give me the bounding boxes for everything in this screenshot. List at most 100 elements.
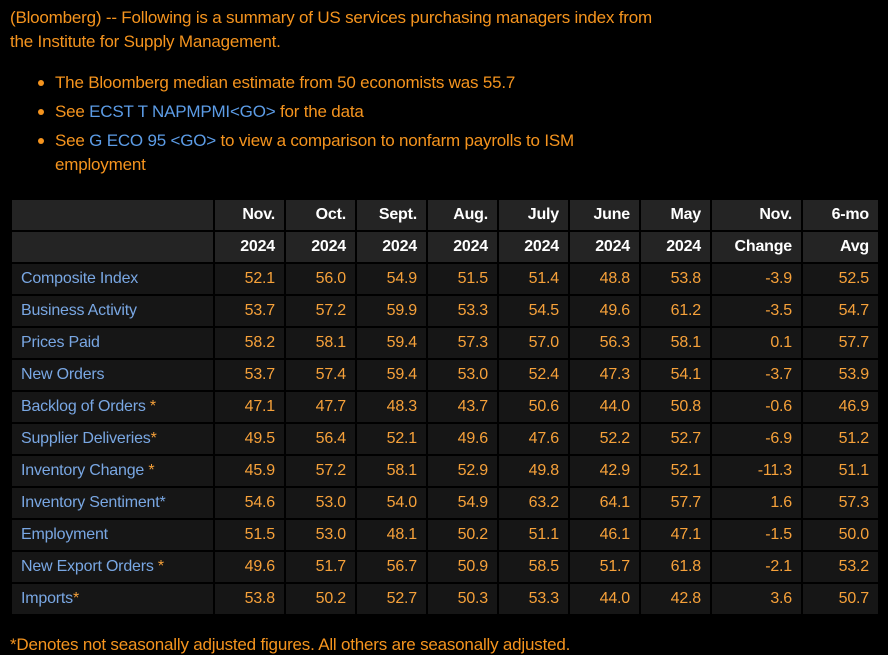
value-cell: 52.1: [215, 264, 284, 294]
table-row: Imports* 53.8 50.2 52.7 50.3 53.3 44.0 42.8 3.6 5…: [12, 584, 878, 614]
value-cell: 50.2: [286, 584, 355, 614]
terminal-command-link[interactable]: ECST T NAPMPMI<GO>: [89, 102, 276, 121]
table-row: Backlog of Orders * 47.1 47.7 48.3 43.7 50.6 4…: [12, 392, 878, 422]
value-cell: 50.9: [428, 552, 497, 582]
column-header: 2024: [286, 232, 355, 262]
column-header: 2024: [570, 232, 639, 262]
value-cell: 45.9: [215, 456, 284, 486]
column-header: Sept.: [357, 200, 426, 230]
nsa-asterisk: *: [153, 558, 164, 575]
value-cell: 53.7: [215, 360, 284, 390]
value-cell: 59.4: [357, 360, 426, 390]
value-cell: 50.2: [428, 520, 497, 550]
value-cell: 59.9: [357, 296, 426, 326]
value-cell: 53.3: [428, 296, 497, 326]
value-cell: 58.1: [641, 328, 710, 358]
value-cell: 50.6: [499, 392, 568, 422]
table-row: Inventory Change * 45.9 57.2 58.1 52.9 49.8 42…: [12, 456, 878, 486]
bullet-list: The Bloomberg median estimate from 50 ec…: [38, 71, 878, 177]
value-cell: 0.1: [712, 328, 801, 358]
bullet-text-segment: for the data: [275, 102, 364, 121]
row-label: Employment: [12, 520, 213, 550]
bullet-text-segment: See: [55, 102, 90, 121]
column-header: 2024: [428, 232, 497, 262]
column-header: Nov.: [712, 200, 801, 230]
value-cell: 47.1: [641, 520, 710, 550]
value-cell: 54.6: [215, 488, 284, 518]
nsa-asterisk: *: [144, 462, 155, 479]
column-header: Nov.: [215, 200, 284, 230]
row-label-text: Prices Paid: [21, 334, 100, 351]
value-cell: 51.5: [428, 264, 497, 294]
row-label: Prices Paid: [12, 328, 213, 358]
value-cell: 52.2: [570, 424, 639, 454]
value-cell: 57.2: [286, 456, 355, 486]
value-cell: 47.7: [286, 392, 355, 422]
column-header: Change: [712, 232, 801, 262]
value-cell: 53.7: [215, 296, 284, 326]
value-cell: 57.4: [286, 360, 355, 390]
value-cell: 50.7: [803, 584, 878, 614]
value-cell: 52.9: [428, 456, 497, 486]
value-cell: 50.0: [803, 520, 878, 550]
value-cell: 47.6: [499, 424, 568, 454]
value-cell: 52.4: [499, 360, 568, 390]
row-label: Inventory Sentiment*: [12, 488, 213, 518]
value-cell: -3.9: [712, 264, 801, 294]
row-label-text: Composite Index: [21, 270, 139, 287]
table-row: New Orders 53.7 57.4 59.4 53.0 52.4 47.3 54.1 -3…: [12, 360, 878, 390]
value-cell: 1.6: [712, 488, 801, 518]
table-body: Composite Index 52.1 56.0 54.9 51.5 51.4 48.8 5…: [12, 264, 878, 614]
nsa-asterisk: *: [145, 398, 156, 415]
corner-cell: [12, 200, 213, 230]
value-cell: 54.9: [428, 488, 497, 518]
story-lead-paragraph: (Bloomberg) -- Following is a summary of…: [10, 8, 652, 51]
row-label-text: Supplier Deliveries: [21, 430, 151, 447]
table-row: Employment 51.5 53.0 48.1 50.2 51.1 46.1 47.1 -1…: [12, 520, 878, 550]
value-cell: 56.0: [286, 264, 355, 294]
table-row: Inventory Sentiment* 54.6 53.0 54.0 54.9 63.2…: [12, 488, 878, 518]
column-header: Oct.: [286, 200, 355, 230]
bullet-text-segment: See: [55, 131, 90, 150]
value-cell: 53.8: [641, 264, 710, 294]
table-row: Supplier Deliveries* 49.5 56.4 52.1 49.6 47.6…: [12, 424, 878, 454]
row-label: Composite Index: [12, 264, 213, 294]
value-cell: 49.6: [428, 424, 497, 454]
row-label: Business Activity: [12, 296, 213, 326]
column-header: 2024: [215, 232, 284, 262]
column-header: Avg: [803, 232, 878, 262]
value-cell: 54.5: [499, 296, 568, 326]
value-cell: 58.1: [286, 328, 355, 358]
bullet-item-1: The Bloomberg median estimate from 50 ec…: [38, 71, 878, 95]
bullet-icon: [38, 109, 44, 115]
value-cell: 61.2: [641, 296, 710, 326]
value-cell: 51.4: [499, 264, 568, 294]
value-cell: -11.3: [712, 456, 801, 486]
value-cell: 53.3: [499, 584, 568, 614]
value-cell: 53.8: [215, 584, 284, 614]
value-cell: 56.7: [357, 552, 426, 582]
value-cell: 54.1: [641, 360, 710, 390]
column-header: June: [570, 200, 639, 230]
value-cell: 51.1: [499, 520, 568, 550]
value-cell: 53.2: [803, 552, 878, 582]
row-label-text: Inventory Sentiment: [21, 494, 160, 511]
value-cell: 53.0: [286, 520, 355, 550]
value-cell: -1.5: [712, 520, 801, 550]
row-label-text: Business Activity: [21, 302, 137, 319]
value-cell: 54.9: [357, 264, 426, 294]
value-cell: 51.1: [803, 456, 878, 486]
row-label-text: Inventory Change: [21, 462, 145, 479]
value-cell: 53.9: [803, 360, 878, 390]
value-cell: 46.9: [803, 392, 878, 422]
value-cell: 57.3: [428, 328, 497, 358]
header-row-1: Nov. Oct. Sept. Aug. July June May Nov. 6-mo: [12, 200, 878, 230]
value-cell: 48.1: [357, 520, 426, 550]
value-cell: 52.7: [641, 424, 710, 454]
terminal-command-link[interactable]: G ECO 95 <GO>: [89, 131, 217, 150]
bullet-item-3: See G ECO 95 <GO> to view a comparison t…: [38, 129, 878, 177]
value-cell: 44.0: [570, 584, 639, 614]
value-cell: 51.2: [803, 424, 878, 454]
column-header: 2024: [641, 232, 710, 262]
